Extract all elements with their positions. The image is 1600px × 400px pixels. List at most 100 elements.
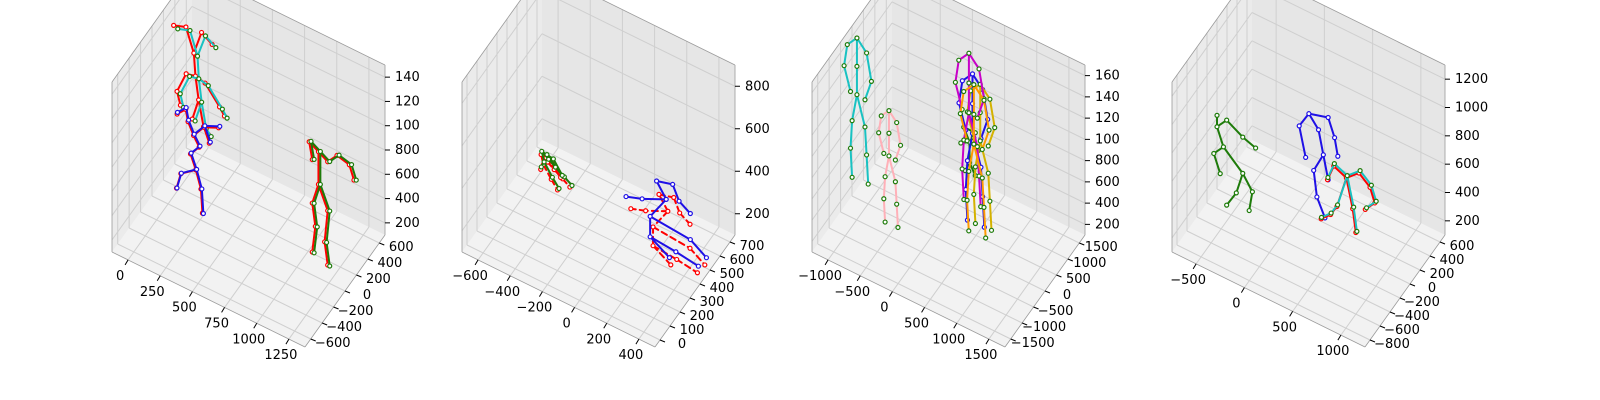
y-tick-mark bbox=[321, 322, 328, 326]
bone bbox=[179, 75, 191, 95]
bone bbox=[851, 93, 858, 122]
y-tick-label: 400 bbox=[1440, 253, 1465, 268]
gridline bbox=[574, 195, 655, 308]
y-tick-label: −400 bbox=[326, 320, 362, 335]
gridline bbox=[874, 163, 1069, 260]
joint-point bbox=[1331, 135, 1338, 141]
joint-point bbox=[687, 210, 693, 217]
x-tick-label: 500 bbox=[172, 301, 197, 316]
joint-point bbox=[988, 227, 995, 233]
joint-point bbox=[666, 255, 673, 261]
bone bbox=[982, 206, 987, 239]
gridline bbox=[840, 211, 1034, 308]
joint-point bbox=[676, 198, 682, 204]
joint-point bbox=[317, 148, 323, 155]
bone bbox=[1222, 145, 1244, 175]
joint-point bbox=[969, 71, 976, 77]
y-tick-label: 600 bbox=[1450, 239, 1475, 254]
bone bbox=[674, 250, 700, 268]
gridline bbox=[461, 0, 537, 104]
x-tick-mark bbox=[188, 291, 193, 297]
joint-point bbox=[643, 208, 649, 214]
bone bbox=[954, 59, 960, 84]
joint-point bbox=[862, 124, 868, 130]
joint-point bbox=[653, 178, 660, 184]
joint-point bbox=[979, 175, 985, 181]
bone bbox=[678, 200, 692, 215]
joint-point bbox=[687, 236, 693, 243]
gridline bbox=[191, 54, 386, 151]
bone bbox=[204, 34, 217, 49]
joint-point bbox=[863, 50, 870, 56]
joint-point bbox=[670, 181, 676, 188]
x-tick-label: 1000 bbox=[232, 332, 265, 347]
joint-point bbox=[171, 22, 177, 28]
joint-point bbox=[981, 97, 987, 103]
bone bbox=[959, 112, 969, 142]
z-tick-label: 200 bbox=[745, 207, 770, 222]
bone bbox=[1248, 190, 1254, 212]
x-tick-mark bbox=[856, 275, 861, 282]
joint-point bbox=[174, 88, 180, 94]
gridline bbox=[542, 179, 623, 292]
bone bbox=[350, 163, 358, 182]
bone bbox=[655, 180, 668, 201]
joint-point bbox=[687, 221, 693, 227]
skeleton-series-1 bbox=[841, 35, 875, 187]
joint-point bbox=[1240, 170, 1246, 176]
bone bbox=[671, 183, 681, 203]
z-tick-label: 600 bbox=[745, 122, 770, 137]
joint-point bbox=[966, 168, 972, 174]
y-tick-label: 400 bbox=[710, 281, 735, 296]
gridline bbox=[1243, 175, 1325, 288]
joint-point bbox=[983, 235, 989, 241]
bone bbox=[652, 244, 672, 266]
gridline bbox=[1171, 12, 1253, 125]
gridline bbox=[191, 30, 386, 127]
axis-edge bbox=[654, 234, 736, 348]
bone bbox=[689, 247, 706, 266]
joint-point bbox=[1246, 207, 1252, 214]
joint-point bbox=[187, 27, 193, 34]
bone bbox=[311, 183, 320, 205]
joint-point bbox=[966, 110, 972, 116]
joint-point bbox=[197, 143, 203, 149]
bone bbox=[310, 140, 316, 161]
x-tick-mark bbox=[538, 291, 543, 297]
joint-point bbox=[854, 63, 860, 69]
joint-point bbox=[1354, 228, 1360, 234]
bone bbox=[1307, 112, 1320, 131]
bone bbox=[311, 225, 317, 254]
x-tick-label: 1500 bbox=[964, 348, 997, 363]
bone bbox=[877, 131, 885, 155]
joint-point bbox=[881, 196, 887, 202]
joint-point bbox=[865, 181, 871, 187]
x-tick-label: −500 bbox=[834, 285, 870, 300]
skeleton-series-4 bbox=[174, 104, 223, 217]
bone bbox=[196, 34, 207, 58]
bone bbox=[625, 195, 644, 200]
bone bbox=[1345, 176, 1354, 210]
gridline bbox=[140, 211, 334, 308]
bone bbox=[982, 99, 991, 132]
y-tick-mark bbox=[1389, 311, 1396, 315]
gridline bbox=[1340, 222, 1422, 336]
bone bbox=[308, 140, 314, 161]
joint-point bbox=[1357, 168, 1363, 174]
bone bbox=[194, 75, 200, 101]
y-tick-label: 200 bbox=[690, 309, 715, 324]
y-tick-mark bbox=[1369, 339, 1376, 343]
bone bbox=[649, 215, 692, 241]
y-tick-label: 400 bbox=[377, 256, 402, 271]
joint-point bbox=[628, 206, 634, 212]
joint-point bbox=[656, 191, 662, 197]
bone bbox=[200, 187, 205, 215]
joint-point bbox=[695, 263, 701, 269]
bone bbox=[987, 126, 996, 148]
joint-point bbox=[956, 57, 962, 63]
subplot-2: −600−400−2000200400700600500400300200100… bbox=[452, 0, 770, 363]
joint-point bbox=[959, 166, 965, 172]
joint-point bbox=[213, 45, 219, 51]
joint-point bbox=[966, 50, 972, 56]
z-tick-label: 400 bbox=[745, 164, 770, 179]
